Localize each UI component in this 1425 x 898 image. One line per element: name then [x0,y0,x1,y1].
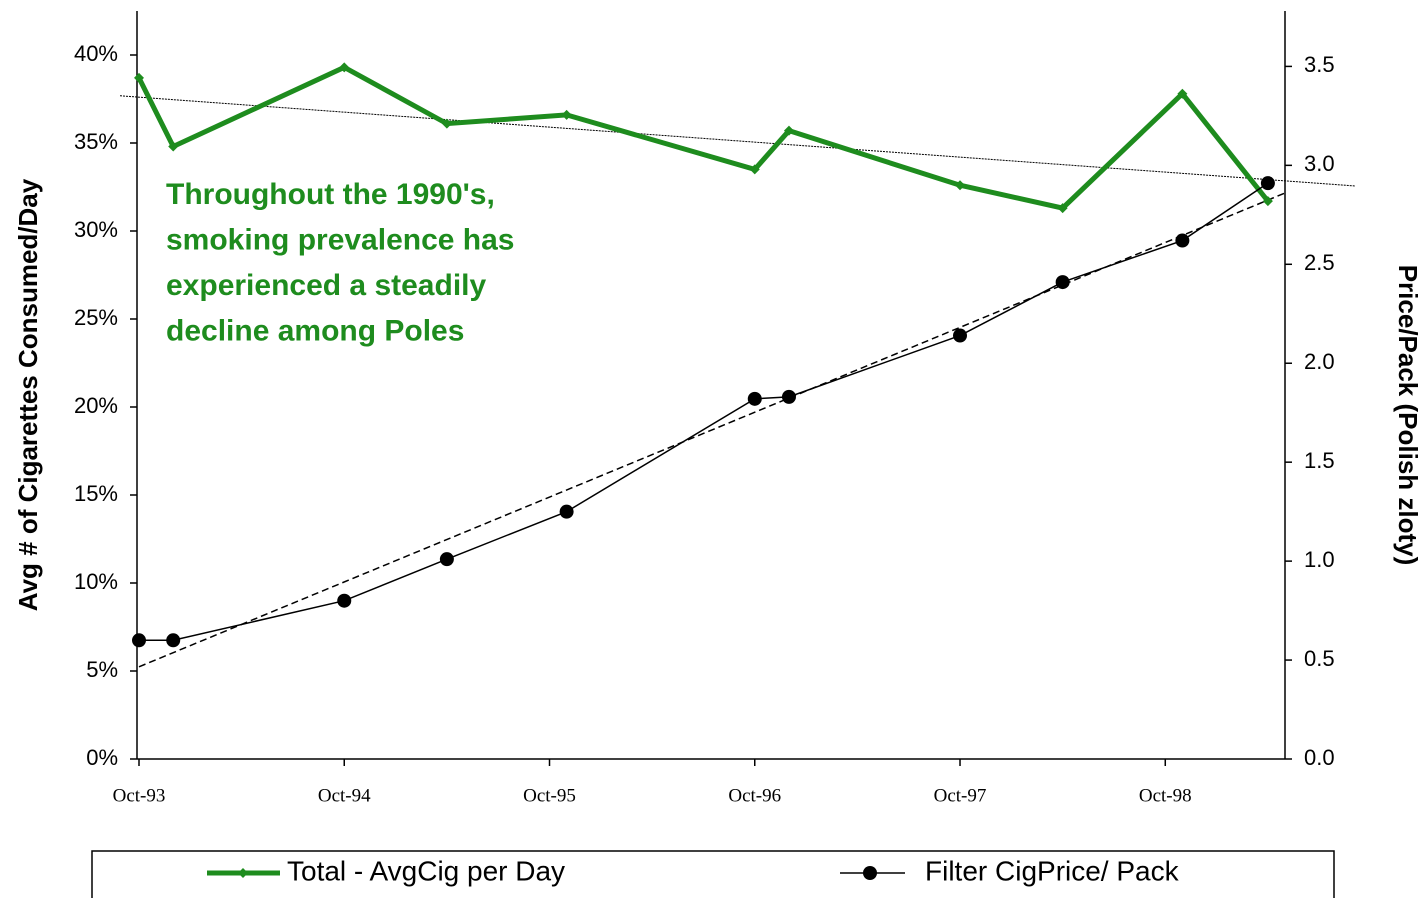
data-point [1057,203,1068,214]
y2-axis-title: Price/Pack (Polish zloty) [1393,265,1423,566]
data-point [953,328,968,343]
data-point [561,109,572,120]
data-point [439,552,454,567]
x-tick-label: Oct-98 [1139,785,1192,806]
data-point [1055,275,1070,290]
data-point [441,118,452,129]
data-point [168,141,179,152]
data-point [955,180,966,191]
data-point [132,633,146,648]
x-tick-label: Oct-94 [318,785,371,806]
legend-label: Total - AvgCig per Day [287,855,565,886]
annotation: smoking prevalence has [166,223,515,256]
annotation: Throughout the 1990's, [166,178,495,211]
data-point [1175,233,1190,248]
annotation: experienced a steadily [166,269,486,302]
legend-marker [238,868,248,878]
data-point [166,633,181,648]
y-axis-title: Avg # of Cigarettes Consumed/Day [13,178,43,611]
y-tick-label: 35% [74,129,118,154]
data-point [339,62,350,73]
data-point [781,389,796,404]
y-tick-label: 10% [74,569,118,594]
data-point [337,593,352,608]
data-point [1260,176,1275,191]
y-tick-label: 20% [74,393,118,418]
y2-tick-label: 0.5 [1304,646,1335,671]
data-point [747,391,762,406]
y2-tick-label: 2.5 [1304,250,1335,275]
legend-label: Filter CigPrice/ Pack [925,855,1180,886]
legend-box [91,850,1335,898]
y-tick-label: 40% [74,41,118,66]
trend-line [119,95,1356,187]
y-tick-label: 0% [86,745,118,770]
x-tick-label: Oct-96 [728,785,781,806]
y2-tick-label: 3.5 [1304,52,1335,77]
data-point [559,504,574,519]
y2-tick-label: 0.0 [1304,745,1335,770]
trend-line [138,192,1286,668]
y2-tick-label: 1.0 [1304,547,1335,572]
x-tick-label: Oct-97 [934,785,987,806]
data-point [1262,196,1273,207]
y-tick-label: 5% [86,657,118,682]
data-point [783,125,794,136]
data-point [749,164,760,175]
y2-tick-label: 2.0 [1304,349,1335,374]
y-tick-label: 30% [74,217,118,242]
x-tick-label: Oct-93 [113,785,166,806]
y-tick-label: 15% [74,481,118,506]
y2-tick-label: 1.5 [1304,448,1335,473]
data-point [134,72,144,83]
x-tick-label: Oct-95 [523,785,576,806]
annotation: decline among Poles [166,314,464,347]
y2-tick-label: 3.0 [1304,151,1335,176]
y-tick-label: 25% [74,305,118,330]
legend-marker [863,866,877,880]
data-point [1177,88,1188,99]
